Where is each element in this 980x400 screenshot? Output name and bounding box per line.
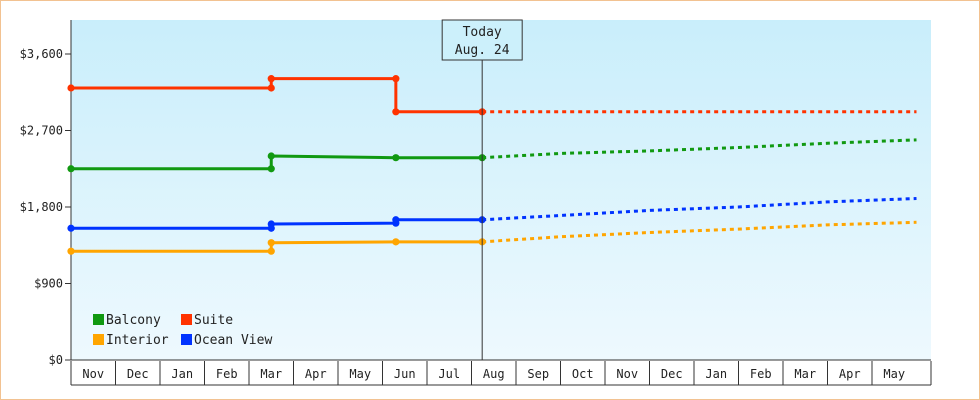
legend-swatch (181, 334, 192, 345)
legend-label: Suite (194, 313, 233, 328)
series-line-forecast (482, 197, 917, 222)
x-tick-label: Dec (127, 367, 149, 381)
today-marker: Today Aug. 24 (441, 19, 523, 360)
legend-item: Balcony (93, 313, 161, 328)
today-date: Aug. 24 (455, 43, 510, 58)
series-line-forecast (482, 220, 917, 244)
x-tick-label: May (349, 367, 371, 381)
legend: Balcony Suite Interior Ocean View (93, 313, 272, 348)
x-tick-label: Jan (171, 367, 193, 381)
y-axis: $0 $900 $1,800 $2,700 $3,600 (20, 20, 931, 367)
x-tick-label: Sep (527, 367, 549, 381)
legend-item: Interior (93, 333, 169, 348)
data-point (67, 165, 75, 173)
x-tick-label: Feb (216, 367, 238, 381)
x-tick-label: Aug (483, 367, 505, 381)
x-tick-label: Apr (839, 367, 861, 381)
data-point (392, 238, 400, 246)
legend-item: Ocean View (181, 333, 272, 348)
legend-swatch (93, 334, 104, 345)
legend-swatch (181, 314, 192, 325)
series-balcony (67, 138, 917, 173)
data-point (267, 239, 275, 247)
series-line-history (71, 77, 483, 114)
data-point (67, 247, 75, 255)
data-point (67, 224, 75, 232)
x-axis: Nov Dec Jan Feb Mar Apr May Jun Jul Aug Sep Oct Nov D… (70, 361, 932, 386)
data-point (392, 154, 400, 162)
data-point (267, 165, 275, 173)
series-line-forecast (482, 138, 917, 160)
data-point (67, 84, 75, 92)
y-tick-label: $1,800 (20, 200, 63, 214)
today-label: Today (463, 25, 502, 40)
x-tick-label: Mar (260, 367, 282, 381)
x-tick-label: Oct (572, 367, 594, 381)
data-point (392, 216, 400, 224)
y-tick-label: $3,600 (20, 47, 63, 61)
data-point (267, 247, 275, 255)
data-point (267, 220, 275, 228)
x-tick-label: Mar (794, 367, 816, 381)
data-point (267, 152, 275, 160)
series-interior (67, 220, 917, 255)
x-tick-label: Dec (661, 367, 683, 381)
series-ocean-view (67, 197, 917, 232)
legend-label: Interior (106, 333, 169, 348)
y-tick-label: $900 (34, 277, 63, 291)
legend-label: Balcony (106, 313, 161, 328)
x-tick-label: Jan (705, 367, 727, 381)
series-line-history (71, 218, 483, 230)
y-tick-label: $2,700 (20, 124, 63, 138)
legend-swatch (93, 314, 104, 325)
data-point (267, 84, 275, 92)
series-layer (67, 75, 917, 255)
legend-label: Ocean View (194, 333, 272, 348)
data-point (392, 108, 400, 116)
data-point (392, 75, 400, 83)
legend-item: Suite (181, 313, 233, 328)
today-box (441, 19, 523, 61)
x-tick-label: Nov (616, 367, 638, 381)
x-tick-label: Feb (750, 367, 772, 381)
x-tick-label: May (883, 367, 905, 381)
x-tick-label: Apr (305, 367, 327, 381)
x-tick-label: Jul (438, 367, 460, 381)
plot-area (71, 20, 931, 360)
y-tick-label: $0 (49, 353, 63, 367)
x-tick-label: Nov (82, 367, 104, 381)
data-point (267, 75, 275, 83)
x-tick-label: Jun (394, 367, 416, 381)
